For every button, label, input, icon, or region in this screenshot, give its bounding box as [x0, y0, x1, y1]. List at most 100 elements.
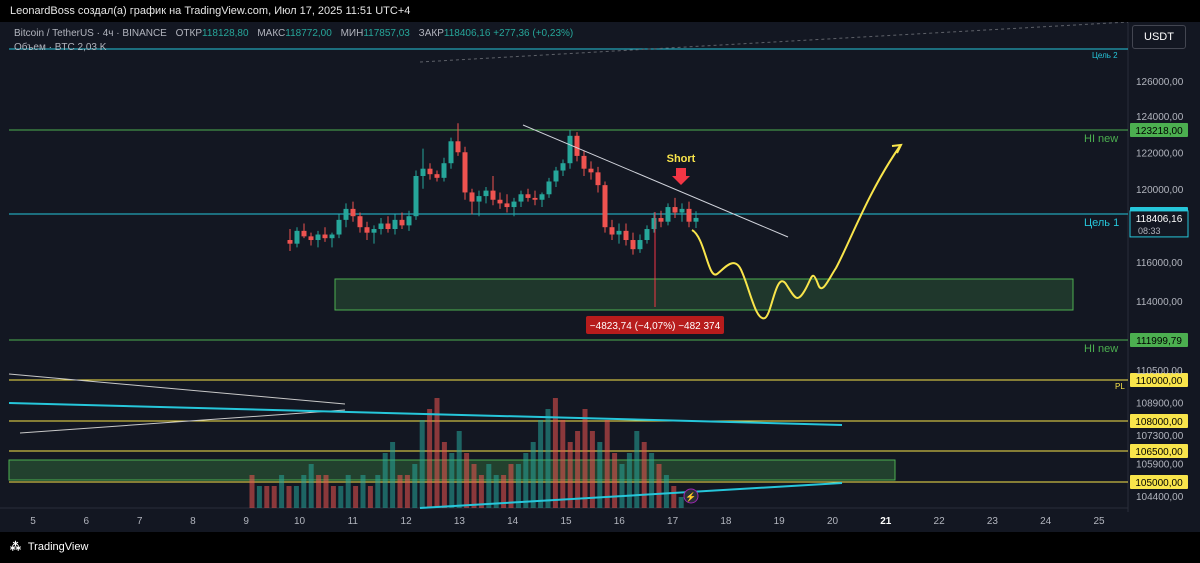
title-bar: LeonardBoss создал(а) график на TradingV…	[0, 0, 1200, 22]
price-badge-text-7: 105000,00	[1135, 478, 1183, 489]
candle-body-18	[413, 176, 419, 217]
x-tick-15: 20	[827, 516, 839, 527]
volume-bar-19	[390, 442, 396, 508]
volume-bar-32	[486, 464, 492, 508]
volume-bar-58	[678, 497, 684, 508]
x-tick-17: 22	[934, 516, 946, 527]
candle-body-48	[623, 230, 629, 241]
volume-bar-7	[301, 475, 307, 508]
y-tick-5: 114000,00	[1136, 297, 1183, 308]
candle-body-13	[378, 223, 384, 230]
x-tick-13: 18	[720, 516, 732, 527]
y-tick-2: 122000,00	[1136, 148, 1184, 159]
last-price-text: 118406,16	[1136, 214, 1183, 225]
candle-body-23	[448, 141, 454, 164]
x-tick-6: 11	[348, 516, 359, 527]
price-line-label-0: Цель 2	[1092, 51, 1118, 60]
volume-bar-18	[382, 453, 388, 508]
candle-body-57	[686, 208, 692, 222]
volume-bar-57	[671, 486, 677, 508]
volume-bar-22	[412, 464, 418, 508]
measure-badge	[586, 316, 724, 334]
candle-body-27	[476, 196, 482, 202]
volume-bar-43	[567, 442, 573, 508]
candle-body-16	[399, 219, 405, 226]
last-price-badge	[1129, 210, 1189, 238]
volume-bar-13	[345, 475, 351, 508]
x-tick-18: 23	[987, 516, 999, 527]
y-tick-7: 108900,00	[1136, 399, 1184, 410]
candle-body-2	[301, 230, 307, 237]
candle-body-1	[294, 230, 300, 244]
x-tick-11: 16	[614, 516, 626, 527]
candle-body-10	[357, 216, 363, 228]
candle-body-4	[315, 234, 321, 241]
volume-bar-2	[264, 486, 270, 508]
high-value: 118772,00	[285, 28, 332, 39]
x-tick-5: 10	[294, 516, 306, 527]
candle-body-47	[616, 230, 622, 235]
candle-body-32	[511, 201, 517, 208]
candle-body-45	[602, 185, 608, 228]
price-line-label-3: HI new	[1084, 343, 1118, 355]
candle-body-29	[490, 190, 496, 200]
x-tick-3: 8	[190, 516, 196, 527]
candle-body-56	[679, 208, 685, 213]
volume-bar-35	[508, 464, 514, 508]
currency-button[interactable]: USDT	[1132, 25, 1186, 49]
volume-bar-26	[441, 442, 447, 508]
low-label: МИН	[340, 28, 364, 39]
volume-bar-53	[641, 442, 647, 508]
volume-bar-14	[353, 486, 359, 508]
volume-bar-36	[515, 464, 521, 508]
candle-body-53	[658, 218, 664, 222]
volume-bar-48	[604, 420, 610, 508]
low-value: 117857,03	[363, 28, 410, 39]
x-tick-0: 5	[30, 516, 36, 527]
candle-body-0	[287, 240, 293, 244]
volume-bar-0	[249, 475, 255, 508]
volume-bar-20	[397, 475, 403, 508]
price-badge-6	[1130, 444, 1188, 458]
volume-label: Объем · BTC	[14, 42, 75, 53]
price-badge-7	[1130, 475, 1188, 489]
volume-bar-46	[589, 431, 595, 508]
price-badge-5	[1130, 414, 1188, 428]
volume-bar-44	[575, 431, 581, 508]
blue-trendline	[8, 402, 843, 426]
price-badge-1	[1130, 123, 1188, 137]
candle-body-8	[343, 208, 349, 220]
candle-body-46	[609, 227, 615, 235]
x-tick-8: 13	[454, 516, 466, 527]
x-tick-10: 15	[560, 516, 572, 527]
volume-bar-38	[530, 442, 536, 508]
x-tick-1: 6	[84, 516, 90, 527]
change-value: +277,36 (+0,23%)	[493, 28, 574, 39]
candle-body-50	[637, 240, 643, 250]
volume-bar-15	[360, 475, 366, 508]
x-tick-2: 7	[137, 516, 143, 527]
volume-bar-31	[478, 475, 484, 508]
price-badge-text-6: 106500,00	[1135, 447, 1183, 458]
price-badge-3	[1130, 333, 1188, 347]
y-tick-1: 124000,00	[1136, 112, 1184, 123]
footer-bar: ⁂ TradingView	[0, 532, 1200, 563]
candle-body-20	[427, 168, 433, 175]
candle-body-11	[364, 227, 370, 233]
short-arrow-icon	[672, 168, 690, 185]
volume-bar-11	[330, 486, 336, 508]
volume-legend: Объем · BTC 2,03 K	[14, 42, 106, 53]
volume-bar-54	[649, 453, 655, 508]
candle-body-38	[553, 170, 559, 182]
x-tick-20: 25	[1093, 516, 1105, 527]
volume-bar-6	[293, 486, 299, 508]
candle-body-52	[651, 218, 657, 230]
volume-bar-39	[538, 420, 544, 508]
tradingview-logo-icon: ⁂	[10, 541, 21, 553]
volume-bar-12	[338, 486, 344, 508]
volume-bar-5	[286, 486, 292, 508]
candle-body-30	[497, 199, 503, 204]
candle-body-58	[693, 217, 699, 222]
